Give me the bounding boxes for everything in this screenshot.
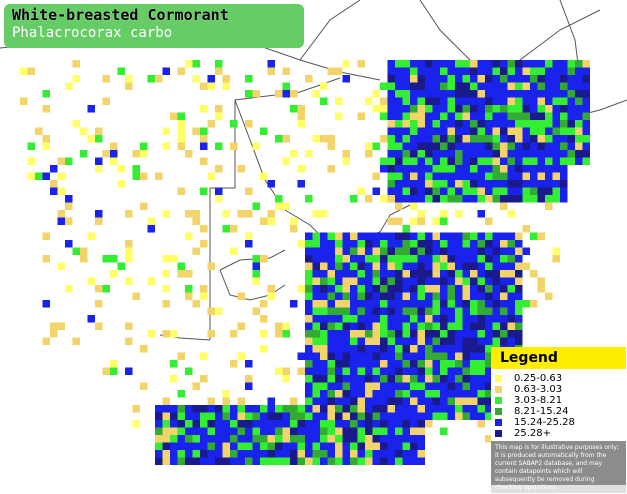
record-cells (20, 60, 590, 465)
legend-swatch (495, 408, 502, 415)
species-title-box: White-breasted Cormorant Phalacrocorax c… (4, 4, 304, 48)
legend-label: 25.28+ (514, 428, 552, 439)
legend-heading: Legend (491, 347, 626, 369)
legend-label: 0.25-0.63 (514, 373, 563, 384)
legend-label: 3.03-8.21 (514, 395, 563, 406)
legend-swatch (495, 419, 502, 426)
legend-entry: 3.03-8.21 (495, 395, 626, 406)
legend-swatch (495, 397, 502, 404)
scientific-name: Phalacrocorax carbo (12, 25, 173, 41)
legend-disclaimer: This map is for illustrative purposes on… (491, 441, 626, 491)
legend-entry: 8.21-15.24 (495, 406, 626, 417)
legend-swatch (495, 386, 502, 393)
legend-entry: 0.63-3.03 (495, 384, 626, 395)
legend-entry: 0.25-0.63 (495, 373, 626, 384)
legend-entry: 25.28+ (495, 428, 626, 439)
legend-entry: 15.24-25.28 (495, 417, 626, 428)
legend-label: 15.24-25.28 (514, 417, 575, 428)
common-name: White-breasted Cormorant (12, 6, 229, 24)
legend-label: 0.63-3.03 (514, 384, 563, 395)
legend-swatch (495, 375, 502, 382)
legend-label: 8.21-15.24 (514, 406, 569, 417)
legend-entries: 0.25-0.63 0.63-3.03 3.03-8.21 8.21-15.24 15.… (491, 369, 626, 441)
legend-panel: Legend 0.25-0.63 0.63-3.03 3.03-8.21 8.21-1… (491, 347, 626, 493)
legend-swatch (495, 430, 502, 437)
